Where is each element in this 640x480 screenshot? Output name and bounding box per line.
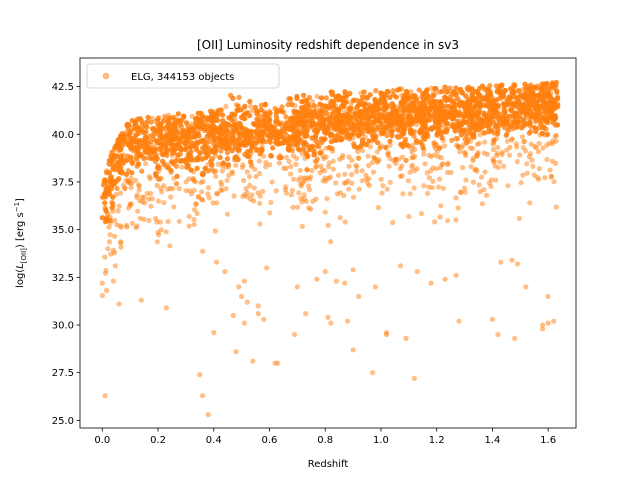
data-point [139,121,145,127]
data-point [267,122,273,129]
data-point [307,118,313,124]
data-point [194,165,200,171]
data-point [236,136,242,142]
data-point [324,110,330,116]
data-point [355,132,362,138]
data-point [352,112,358,119]
data-point [315,139,321,145]
data-point [283,114,289,120]
data-point [184,120,190,126]
data-point [373,88,379,94]
data-point [114,185,120,191]
data-point [505,127,511,133]
data-point [254,146,260,153]
data-point [139,168,145,174]
data-point [494,115,501,121]
data-point [112,217,118,223]
data-point [218,148,224,154]
data-point [487,83,493,89]
data-point [314,93,320,99]
data-point [148,119,154,125]
data-point [416,87,422,93]
data-point [442,84,448,90]
data-point [477,132,483,138]
data-point [145,140,151,146]
data-point [143,161,149,167]
data-point [449,137,455,143]
data-point [117,190,124,196]
data-point [439,135,445,141]
data-point [139,143,145,149]
data-point [403,136,409,142]
data-point [161,113,167,119]
data-point [280,109,286,115]
data-point [464,85,470,92]
data-point [375,140,381,146]
data-point [235,157,241,163]
data-point [289,148,295,154]
data-point [301,92,307,98]
data-point [406,103,412,109]
data-point [217,154,223,161]
data-point [248,103,254,109]
data-point [503,132,509,138]
data-point [224,150,230,156]
data-point [236,94,242,100]
data-points [99,79,561,418]
data-point [351,97,357,103]
data-point [493,108,499,114]
data-point [314,122,320,128]
data-point [118,164,124,170]
data-point [467,127,473,133]
data-point [408,89,414,95]
data-point [258,107,264,113]
data-point [450,98,456,104]
data-point [224,156,230,162]
data-point [300,146,307,152]
data-point [279,104,285,110]
data-point [223,128,229,134]
data-point [311,103,317,109]
data-point [469,86,475,92]
data-point [144,124,150,130]
data-point [362,102,368,108]
data-point [285,102,291,108]
data-point [514,124,520,130]
data-point [526,130,532,136]
data-point [390,88,396,94]
data-point [367,144,373,150]
data-point [286,96,292,102]
data-point [110,194,116,200]
data-point [374,149,380,155]
data-point [521,138,527,145]
data-point [106,170,112,176]
data-point [454,136,460,142]
data-point [309,99,316,105]
data-point [463,132,469,138]
data-point [323,95,329,101]
data-point [206,138,212,144]
data-point [257,170,263,177]
data-point [193,145,200,151]
data-point [286,145,292,151]
data-point [144,119,150,125]
data-point [189,113,195,119]
data-point [247,98,253,105]
data-point [387,94,393,101]
chart-title: [OII] Luminosity redshift dependence in … [197,38,459,52]
data-point [223,103,229,110]
